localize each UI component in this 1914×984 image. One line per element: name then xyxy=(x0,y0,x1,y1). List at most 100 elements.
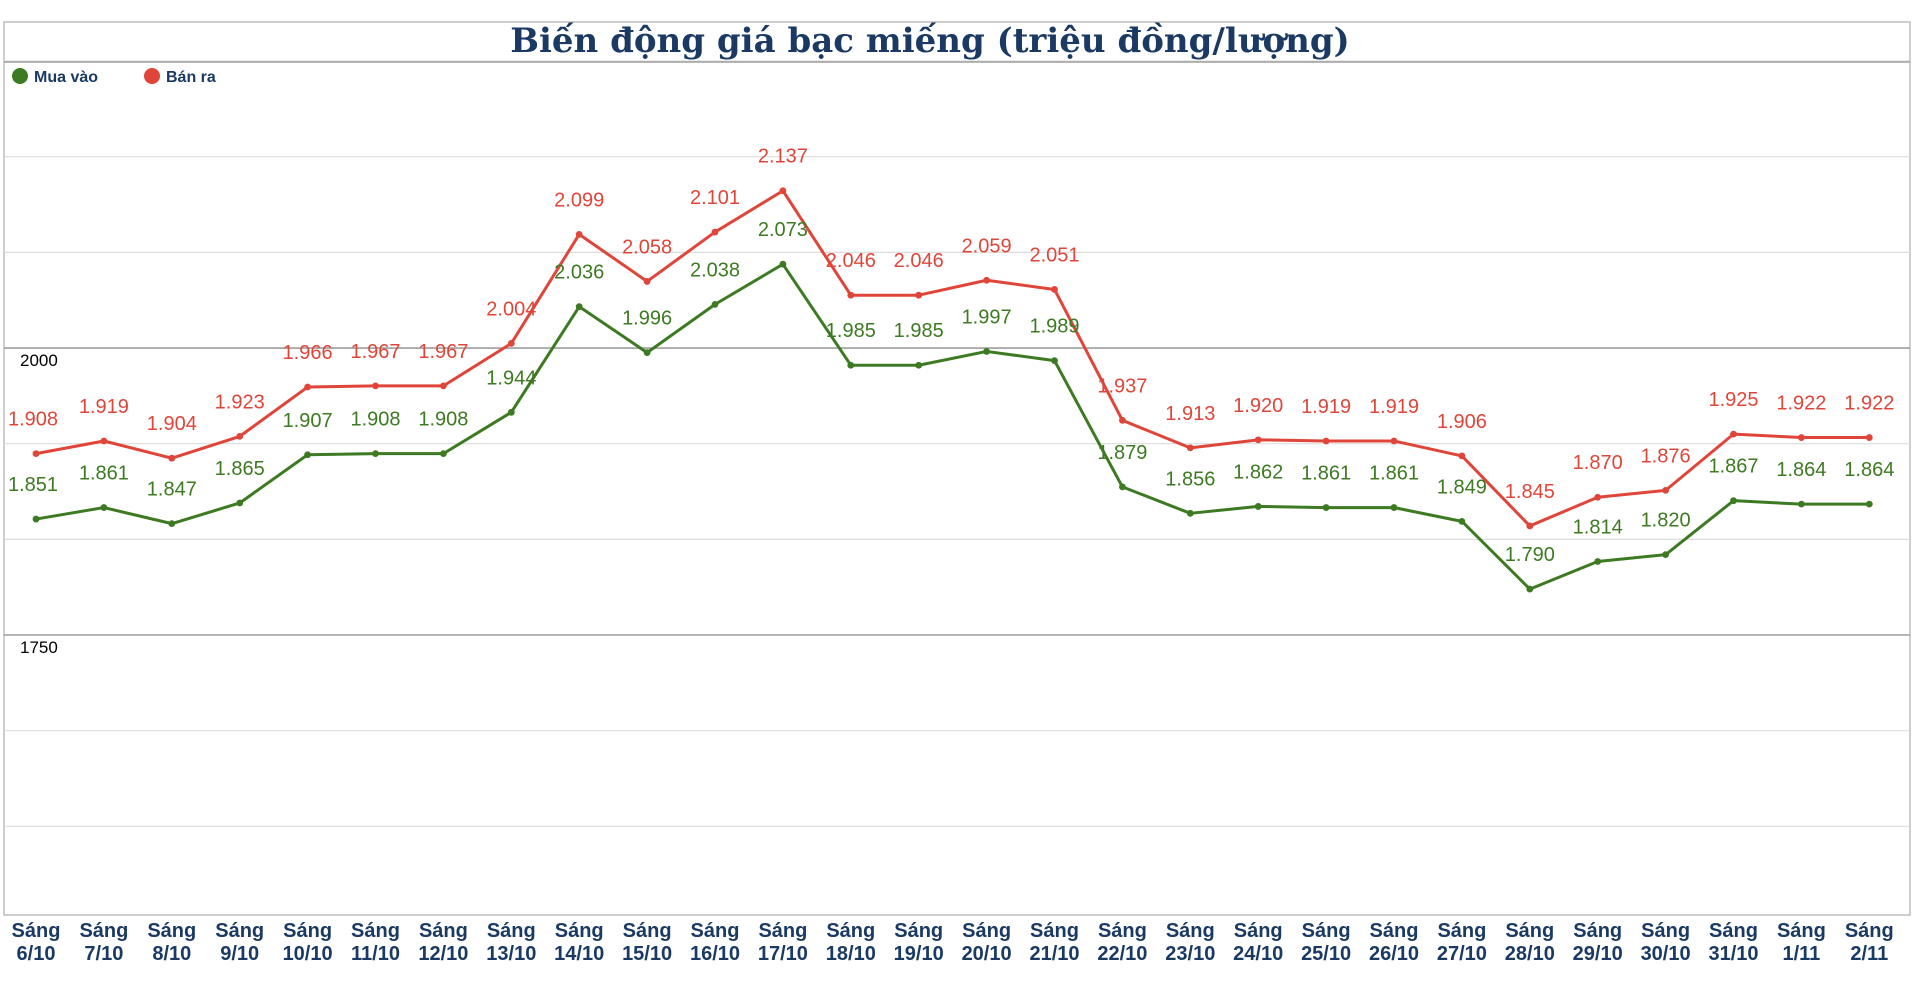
data-label: 2.101 xyxy=(690,187,740,209)
series-line-buy xyxy=(35,262,1870,591)
x-tick-label: Sáng 10/10 xyxy=(283,920,333,965)
data-point xyxy=(847,361,855,369)
data-point xyxy=(1594,558,1602,565)
data-label: 2.058 xyxy=(622,236,672,258)
data-point xyxy=(1119,483,1126,491)
x-tick-label: Sáng 29/10 xyxy=(1573,920,1623,965)
data-label: 1.967 xyxy=(350,341,400,363)
data-point xyxy=(1594,493,1602,501)
chart-title: Biến động giá bạc miếng (triệu đồng/lượn… xyxy=(510,21,1349,61)
y-tick-label: 2000 xyxy=(20,351,58,370)
data-label: 2.073 xyxy=(758,219,808,241)
data-point xyxy=(1254,436,1262,444)
x-axis-ticks: Sáng 6/10 Sáng 7/10 Sáng 8/10 Sáng 9/10 Sáng 10/1… xyxy=(12,920,1894,965)
data-label: 1.907 xyxy=(283,410,333,432)
data-label: 1.865 xyxy=(215,458,265,480)
data-point xyxy=(1390,437,1398,445)
data-label: 1.861 xyxy=(1301,463,1351,485)
data-label: 1.861 xyxy=(1369,463,1419,485)
data-labels: 1.908 1.919 1.904 1.923 1.966 1.967 1.967 2.004… xyxy=(8,146,1894,566)
data-label: 1.856 xyxy=(1165,468,1215,490)
data-point xyxy=(1526,522,1534,530)
x-tick-label: Sáng 28/10 xyxy=(1505,920,1555,965)
data-point xyxy=(1526,585,1534,593)
data-point xyxy=(779,260,787,268)
data-point xyxy=(32,515,40,523)
x-tick-label: Sáng 8/10 xyxy=(147,920,196,965)
data-label: 2.004 xyxy=(486,298,536,320)
data-label: 2.099 xyxy=(554,189,604,211)
data-label: 1.922 xyxy=(1776,393,1826,415)
data-point xyxy=(1051,357,1058,365)
data-label: 1.913 xyxy=(1165,403,1215,425)
data-point xyxy=(372,450,379,458)
data-label: 1.790 xyxy=(1505,544,1555,566)
x-tick-label: Sáng 26/10 xyxy=(1369,920,1419,965)
data-point xyxy=(1254,503,1262,510)
data-point xyxy=(711,228,719,236)
data-point xyxy=(372,382,379,390)
legend-marker xyxy=(144,68,160,84)
data-point xyxy=(100,504,108,511)
data-label: 1.944 xyxy=(486,367,536,389)
data-label: 1.985 xyxy=(826,320,876,342)
data-point xyxy=(440,450,447,458)
y-axis-ticks: 2000 1750 xyxy=(20,351,58,657)
data-point xyxy=(1662,551,1669,559)
x-tick-label: Sáng 23/10 xyxy=(1165,920,1215,965)
data-label: 2.059 xyxy=(962,235,1012,257)
data-label: 1.845 xyxy=(1505,481,1555,503)
data-label: 1.820 xyxy=(1641,510,1691,532)
data-label: 2.038 xyxy=(690,259,740,281)
data-point xyxy=(168,520,176,528)
data-point xyxy=(711,300,719,308)
x-tick-label: Sáng 31/10 xyxy=(1708,920,1758,965)
data-point xyxy=(847,291,855,299)
series-line-sell xyxy=(35,189,1870,528)
data-point xyxy=(1390,504,1398,511)
data-label: 1.904 xyxy=(147,413,197,435)
data-point xyxy=(1865,434,1873,441)
data-point xyxy=(983,348,990,355)
data-label: 2.046 xyxy=(894,250,944,272)
data-point xyxy=(168,454,176,462)
data-point xyxy=(575,230,583,238)
legend-label: Bán ra xyxy=(166,69,216,86)
x-tick-label: Sáng 17/10 xyxy=(758,920,808,965)
data-label: 1.847 xyxy=(147,479,197,501)
data-point xyxy=(1662,486,1669,494)
x-tick-label: Sáng 13/10 xyxy=(486,920,536,965)
x-tick-label: Sáng 14/10 xyxy=(554,920,604,965)
data-point xyxy=(1458,517,1466,525)
data-point xyxy=(575,303,583,311)
data-point xyxy=(915,291,923,299)
data-point xyxy=(1322,504,1330,511)
data-point xyxy=(304,451,311,459)
x-tick-label: Sáng 20/10 xyxy=(962,920,1012,965)
x-tick-label: Sáng 6/10 xyxy=(12,920,61,965)
data-point xyxy=(440,382,447,390)
data-label: 2.137 xyxy=(758,146,808,168)
data-point xyxy=(1798,500,1805,508)
data-point xyxy=(1051,286,1058,293)
x-tick-label: Sáng 15/10 xyxy=(622,920,672,965)
x-tick-label: Sáng 25/10 xyxy=(1301,920,1351,965)
data-label: 1.996 xyxy=(622,308,672,330)
data-point xyxy=(1186,509,1194,517)
data-label: 1.851 xyxy=(8,474,58,496)
data-label: 1.849 xyxy=(1437,476,1487,498)
legend: Mua vào Bán ra xyxy=(12,68,216,86)
legend-marker xyxy=(12,68,28,84)
data-label: 2.046 xyxy=(826,250,876,272)
data-label: 1.989 xyxy=(1029,316,1079,338)
data-label: 1.920 xyxy=(1233,395,1283,417)
data-point xyxy=(915,361,923,369)
data-label: 1.879 xyxy=(1097,442,1147,464)
data-label: 1.937 xyxy=(1097,375,1147,397)
data-label: 1.906 xyxy=(1437,411,1487,433)
data-label: 1.876 xyxy=(1641,445,1691,467)
data-label: 2.036 xyxy=(554,262,604,284)
data-point xyxy=(32,450,40,458)
data-point xyxy=(304,383,311,391)
data-label: 1.997 xyxy=(962,306,1012,328)
